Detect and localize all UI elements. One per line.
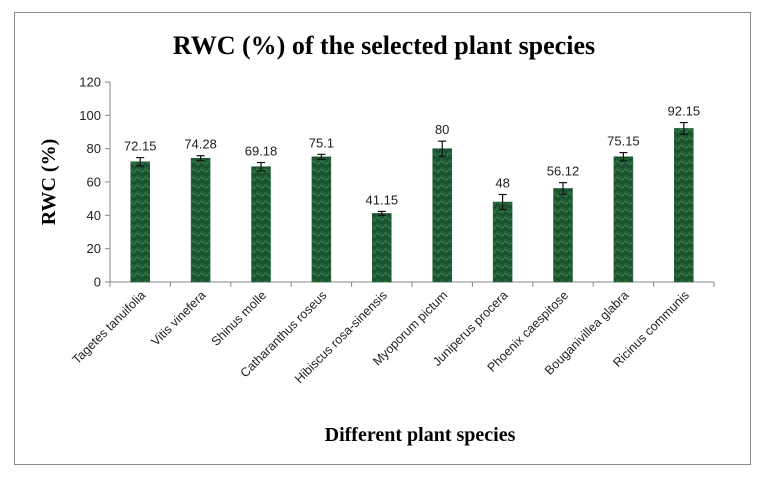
- bar: [190, 157, 211, 283]
- data-label: 80: [435, 122, 449, 137]
- data-label: 56.12: [547, 164, 580, 179]
- bar: [130, 161, 150, 283]
- y-axis: 0 20 40 60 80 100 120: [79, 75, 111, 290]
- data-label: 75.1: [309, 135, 334, 150]
- x-axis-title: Different plant species: [325, 424, 516, 446]
- data-label: 75.15: [607, 134, 640, 149]
- chart-title: RWC (%) of the selected plant species: [173, 31, 595, 60]
- data-label: 69.18: [245, 144, 278, 159]
- x-axis: [109, 281, 715, 287]
- y-tick-label: 60: [87, 175, 101, 190]
- bar: [613, 156, 634, 283]
- data-labels: 72.15 74.28 69.18 75.1 41.15 80 48 56.12 75.15 92…: [124, 104, 700, 208]
- data-label: 72.15: [124, 139, 157, 154]
- y-tick-label: 40: [87, 208, 101, 223]
- data-label: 74.28: [184, 137, 217, 152]
- category-label: Tagetes tanuifolia: [70, 288, 149, 367]
- y-tick-label: 0: [94, 275, 101, 290]
- bar: [432, 148, 452, 283]
- data-label: 41.15: [366, 192, 399, 207]
- y-axis-title: RWC (%): [38, 139, 60, 226]
- y-tick-label: 120: [79, 75, 101, 90]
- data-label: 48: [495, 176, 509, 191]
- bar: [492, 201, 513, 283]
- y-tick-label: 80: [87, 141, 101, 156]
- error-bars: [136, 121, 688, 217]
- bar: [251, 166, 271, 283]
- category-label: Shinus molle: [209, 288, 270, 349]
- y-tick-label: 100: [79, 108, 101, 123]
- bar: [311, 156, 332, 283]
- bar: [372, 213, 392, 283]
- bar: [674, 128, 694, 283]
- bars: [130, 128, 694, 283]
- y-tick-label: 20: [87, 241, 101, 256]
- category-label: Vitis vinefera: [148, 288, 208, 348]
- bar: [553, 188, 573, 283]
- data-label: 92.15: [668, 104, 701, 119]
- category-labels: Tagetes tanuifolia Vitis vinefera Shinus m…: [70, 288, 692, 386]
